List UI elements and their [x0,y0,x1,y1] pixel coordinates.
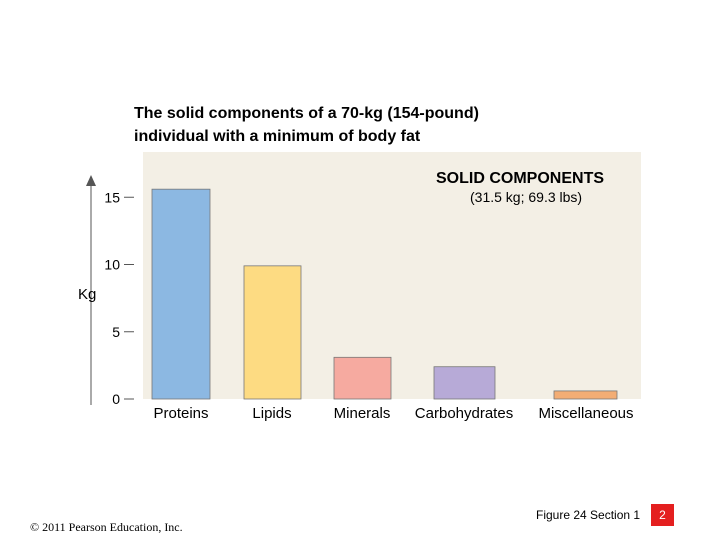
bars [151,188,618,400]
y-axis: 0 5 10 15 [86,175,134,407]
x-tick-label-proteins: Proteins [153,405,209,422]
x-tick-label-minerals: Minerals [333,405,391,422]
y-tick-label: 10 [104,257,120,273]
panel-subtitle: (31.5 kg; 69.3 lbs) [470,189,583,205]
chart-title-line-2: individual with a minimum of body fat [134,128,421,145]
y-tick-label: 5 [112,324,120,340]
y-axis-label: Kg [78,286,97,303]
plot-background [143,152,641,399]
panel-title: SOLID COMPONENTS [436,170,605,187]
y-tick-label: 0 [112,391,120,407]
y-axis-arrow [86,175,96,186]
bar-minerals [333,356,392,400]
bar-miscellaneous [553,390,618,400]
x-tick-label-lipids: Lipids [252,405,292,422]
bar-carbohydrates [433,366,496,400]
bar-proteins [151,188,211,400]
y-tick-label: 15 [104,189,120,205]
chart-title-line-1: The solid components of a 70-kg (154-pou… [134,105,479,122]
x-tick-label-carbohydrates: Carbohydrates [414,405,514,422]
figure-reference: Figure 24 Section 1 [536,508,641,522]
bar-lipids [243,265,302,400]
page-number-badge: 2 [651,504,674,526]
x-tick-label-miscellaneous: Miscellaneous [538,405,634,422]
chart-title: The solid components of a 70-kg (154-pou… [134,102,594,148]
copyright-notice: © 2011 Pearson Education, Inc. [30,520,183,534]
